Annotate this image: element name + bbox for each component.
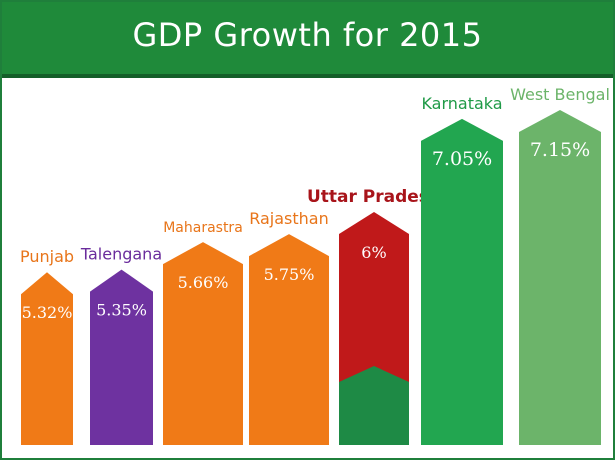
- category-label-punjab: Punjab: [20, 247, 74, 266]
- value-label-talengana: 5.35%: [96, 301, 147, 320]
- category-label-rajasthan: Rajasthan: [249, 209, 329, 228]
- bar-group-maharastra: 5.66% Maharastra: [163, 220, 243, 445]
- bar-west-bengal: [519, 110, 601, 445]
- category-label-maharastra: Maharastra: [163, 220, 243, 236]
- value-label-rajasthan: 5.75%: [264, 265, 315, 284]
- value-label-uttar-pradesh: 6%: [361, 243, 386, 262]
- value-label-karnataka: 7.05%: [432, 148, 492, 170]
- bar-group-punjab: 5.32% Punjab: [20, 247, 74, 445]
- value-label-maharastra: 5.66%: [178, 273, 229, 292]
- bar-talengana: [90, 269, 153, 445]
- title-banner: GDP Growth for 2015: [2, 2, 613, 78]
- bar-uttar-pradesh-lower-band: [339, 366, 409, 445]
- category-label-talengana: Talengana: [80, 245, 162, 264]
- chart-title: GDP Growth for 2015: [132, 16, 483, 54]
- bar-group-rajasthan: 5.75% Rajasthan: [249, 209, 329, 445]
- category-label-uttar-pradesh: Uttar Pradesh: [307, 187, 441, 207]
- bar-karnataka: [421, 118, 503, 445]
- value-label-punjab: 5.32%: [22, 303, 73, 322]
- value-label-west-bengal: 7.15%: [530, 139, 590, 161]
- category-label-karnataka: Karnataka: [421, 94, 502, 113]
- bar-group-talengana: 5.35% Talengana: [80, 245, 162, 445]
- bar-group-uttar-pradesh: 6% Uttar Pradesh: [307, 187, 441, 445]
- bar-punjab: [21, 272, 73, 445]
- bar-maharastra: [163, 242, 243, 445]
- bar-group-west-bengal: 7.15% West Bengal: [510, 85, 610, 445]
- bar-rajasthan: [249, 234, 329, 445]
- category-label-west-bengal: West Bengal: [510, 85, 610, 104]
- bar-group-karnataka: 7.05% Karnataka: [421, 94, 503, 445]
